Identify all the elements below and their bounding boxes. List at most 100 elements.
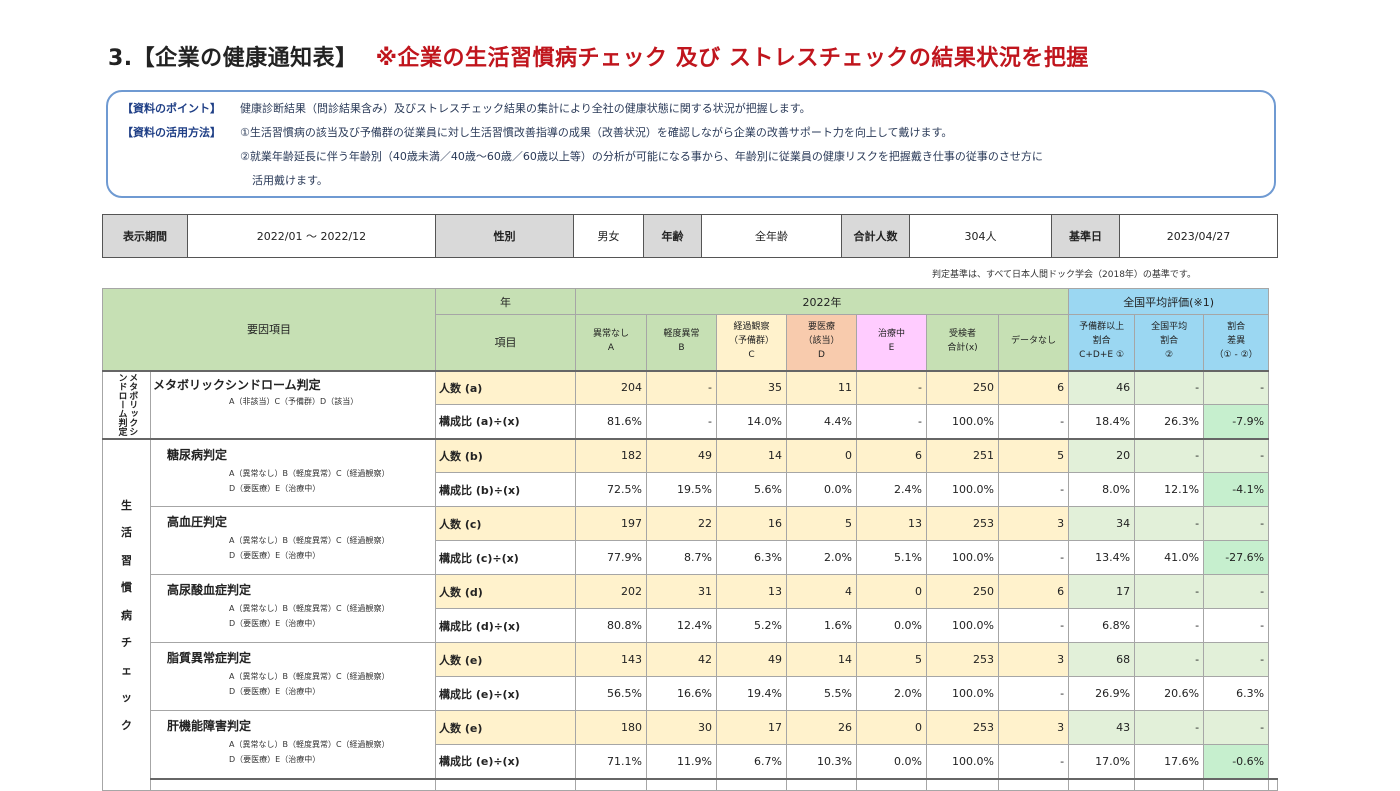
count-cell: 0 <box>856 710 927 745</box>
item-legend-line: A（異常なし）B（軽度異常）C（経過観察） <box>229 536 390 545</box>
title-prefix: 3.【企業の健康通知表】 <box>108 46 358 71</box>
item-legend-line: D（要医療）E（治療中） <box>229 755 321 765</box>
ratio-cell: - <box>646 404 717 439</box>
ratio-cell: - <box>997 676 1070 711</box>
count-cell: 251 <box>926 437 999 473</box>
count-cell: 35 <box>716 369 787 405</box>
ratio-row-label: 構成比 (d)÷(x) <box>435 608 576 643</box>
ratio-row-label: 構成比 (e)÷(x) <box>435 676 576 711</box>
table-cell <box>435 777 576 791</box>
category-lifestyle: 生活習慣病チェック <box>102 437 151 791</box>
table-cell <box>646 777 717 791</box>
category-lifestyle-char: 習 <box>121 553 132 567</box>
ratio-cell: 100.0% <box>926 472 999 507</box>
category-lifestyle-char: チ <box>121 636 132 649</box>
col-total-header: 受検者 合計(x) <box>926 314 999 371</box>
count-cell: 49 <box>646 437 717 473</box>
count-cell: 143 <box>575 642 647 677</box>
page-title: 3.【企業の健康通知表】 ※企業の生活習慣病チェック 及び ストレスチェックの結果… <box>108 40 1089 72</box>
count-cell: 202 <box>575 574 647 609</box>
item-name: 肝機能障害判定 <box>167 719 252 733</box>
col-prevalence-header: 予備群以上 割合 C+D+E ① <box>1068 314 1136 371</box>
count-cell: - <box>1134 710 1205 745</box>
count-cell: 5 <box>856 642 927 677</box>
usage-text-2: ②就業年齢延長に伴う年齢別（40歳未満／40歳～60歳／60歳以上等）の分析が可… <box>240 150 1043 163</box>
count-cell: - <box>1134 642 1205 677</box>
ratio-cell: 8.0% <box>1068 472 1136 507</box>
ratio-cell: 1.6% <box>786 608 857 643</box>
count-cell: 5 <box>997 437 1070 473</box>
count-cell: 31 <box>646 574 717 609</box>
ratio-cell: 26.3% <box>1134 404 1205 439</box>
ratio-cell: 5.5% <box>786 676 857 711</box>
health-table: 要因項目 年 2022年 全国平均評価(※1) 項目 異常なし A 軽度異常 B 経… <box>102 288 1278 791</box>
item-cell: 高血圧判定 A（異常なし）B（軽度異常）C（経過観察） D（要医療）E（治療中） <box>150 506 436 575</box>
count-row-label: 人数 (c) <box>435 506 576 541</box>
item-legend-line: D（要医療）E（治療中） <box>229 483 321 493</box>
count-cell: 0 <box>786 437 857 473</box>
ratio-cell: 100.0% <box>926 676 999 711</box>
category-lifestyle-char: ェ <box>121 663 132 677</box>
count-row-label: 人数 (b) <box>435 437 576 473</box>
item-legend-line: A（異常なし）B（軽度異常）C（経過観察） <box>229 740 390 749</box>
item-legend-line: A（非該当）C（予備群）D（該当） <box>229 396 359 406</box>
count-cell: - <box>856 369 927 405</box>
count-cell: 13 <box>716 574 787 609</box>
ratio-cell: 18.4% <box>1068 404 1136 439</box>
ratio-row-label: 構成比 (e)÷(x) <box>435 744 576 779</box>
count-cell: 3 <box>997 710 1070 745</box>
ratio-cell: 5.1% <box>856 540 927 575</box>
count-cell: 17 <box>716 710 787 745</box>
count-cell: 68 <box>1068 642 1136 677</box>
count-cell: 34 <box>1068 506 1136 541</box>
count-cell: - <box>1203 574 1270 609</box>
category-lifestyle-char: 慣 <box>121 581 132 594</box>
count-cell: 6 <box>997 369 1070 405</box>
count-cell: 42 <box>646 642 717 677</box>
count-cell: 253 <box>926 642 999 677</box>
point-text: 健康診断結果（問診結果含み）及びストレスチェック結果の集計により全社の健康状態に… <box>240 102 811 115</box>
item-legend-line: A（異常なし）B（軽度異常）C（経過観察） <box>229 468 390 478</box>
ratio-cell: - <box>1134 608 1205 643</box>
item-cell: メタボリックシンドローム判定 A（非該当）C（予備群）D（該当） <box>150 369 436 439</box>
count-cell: 250 <box>926 574 999 609</box>
count-cell: 253 <box>926 710 999 745</box>
count-cell: 17 <box>1068 574 1136 609</box>
ratio-cell: 6.7% <box>716 744 787 779</box>
item-cell: 肝機能障害判定 A（異常なし）B（軽度異常）C（経過観察） D（要医療）E（治療中） <box>150 710 436 779</box>
count-cell: 5 <box>786 506 857 541</box>
count-cell: 250 <box>926 369 999 405</box>
table-cell <box>997 777 1070 791</box>
national-header: 全国平均評価(※1) <box>1068 288 1270 315</box>
ratio-cell: 2.0% <box>856 676 927 711</box>
factor-header: 要因項目 <box>102 288 436 371</box>
ratio-row-label: 構成比 (a)÷(x) <box>435 404 576 439</box>
category-metabolic-label: メタボリックシンドローム判定 <box>116 372 138 436</box>
filter-info-table: 表示期間 2022/01 ～ 2022/12 性別 男女 年齢 全年齢 合計人数… <box>102 214 1278 258</box>
age-value: 全年齢 <box>701 214 842 258</box>
table-cell <box>786 777 857 791</box>
ratio-cell: 100.0% <box>926 744 999 779</box>
ratio-cell: 12.1% <box>1134 472 1205 507</box>
ratio-cell: 17.6% <box>1134 744 1205 779</box>
table-cell <box>575 777 647 791</box>
ratio-cell: - <box>997 744 1070 779</box>
ratio-cell: -4.1% <box>1203 472 1270 507</box>
item-name: 脂質異常症判定 <box>167 651 252 665</box>
ratio-cell: 100.0% <box>926 608 999 643</box>
col-e-header: 治療中 E <box>856 314 927 371</box>
category-metabolic: メタボリックシンドローム判定 <box>102 369 151 439</box>
count-cell: 204 <box>575 369 647 405</box>
count-cell: - <box>646 369 717 405</box>
count-cell: 11 <box>786 369 857 405</box>
item-name: メタボリックシンドローム判定 <box>153 377 321 392</box>
count-cell: 20 <box>1068 437 1136 473</box>
ratio-cell: 19.5% <box>646 472 717 507</box>
gender-value: 男女 <box>573 214 644 258</box>
count-cell: 6 <box>997 574 1070 609</box>
item-legend-line: A（異常なし）B（軽度異常）C（経過観察） <box>229 672 390 681</box>
ratio-cell: - <box>997 404 1070 439</box>
item-cell: 高尿酸血症判定 A（異常なし）B（軽度異常）C（経過観察） D（要医療）E（治療中） <box>150 574 436 643</box>
title-highlight: ※企業の生活習慣病チェック 及び ストレスチェックの結果状況を把握 <box>375 46 1089 71</box>
col-a-header: 異常なし A <box>575 314 647 371</box>
